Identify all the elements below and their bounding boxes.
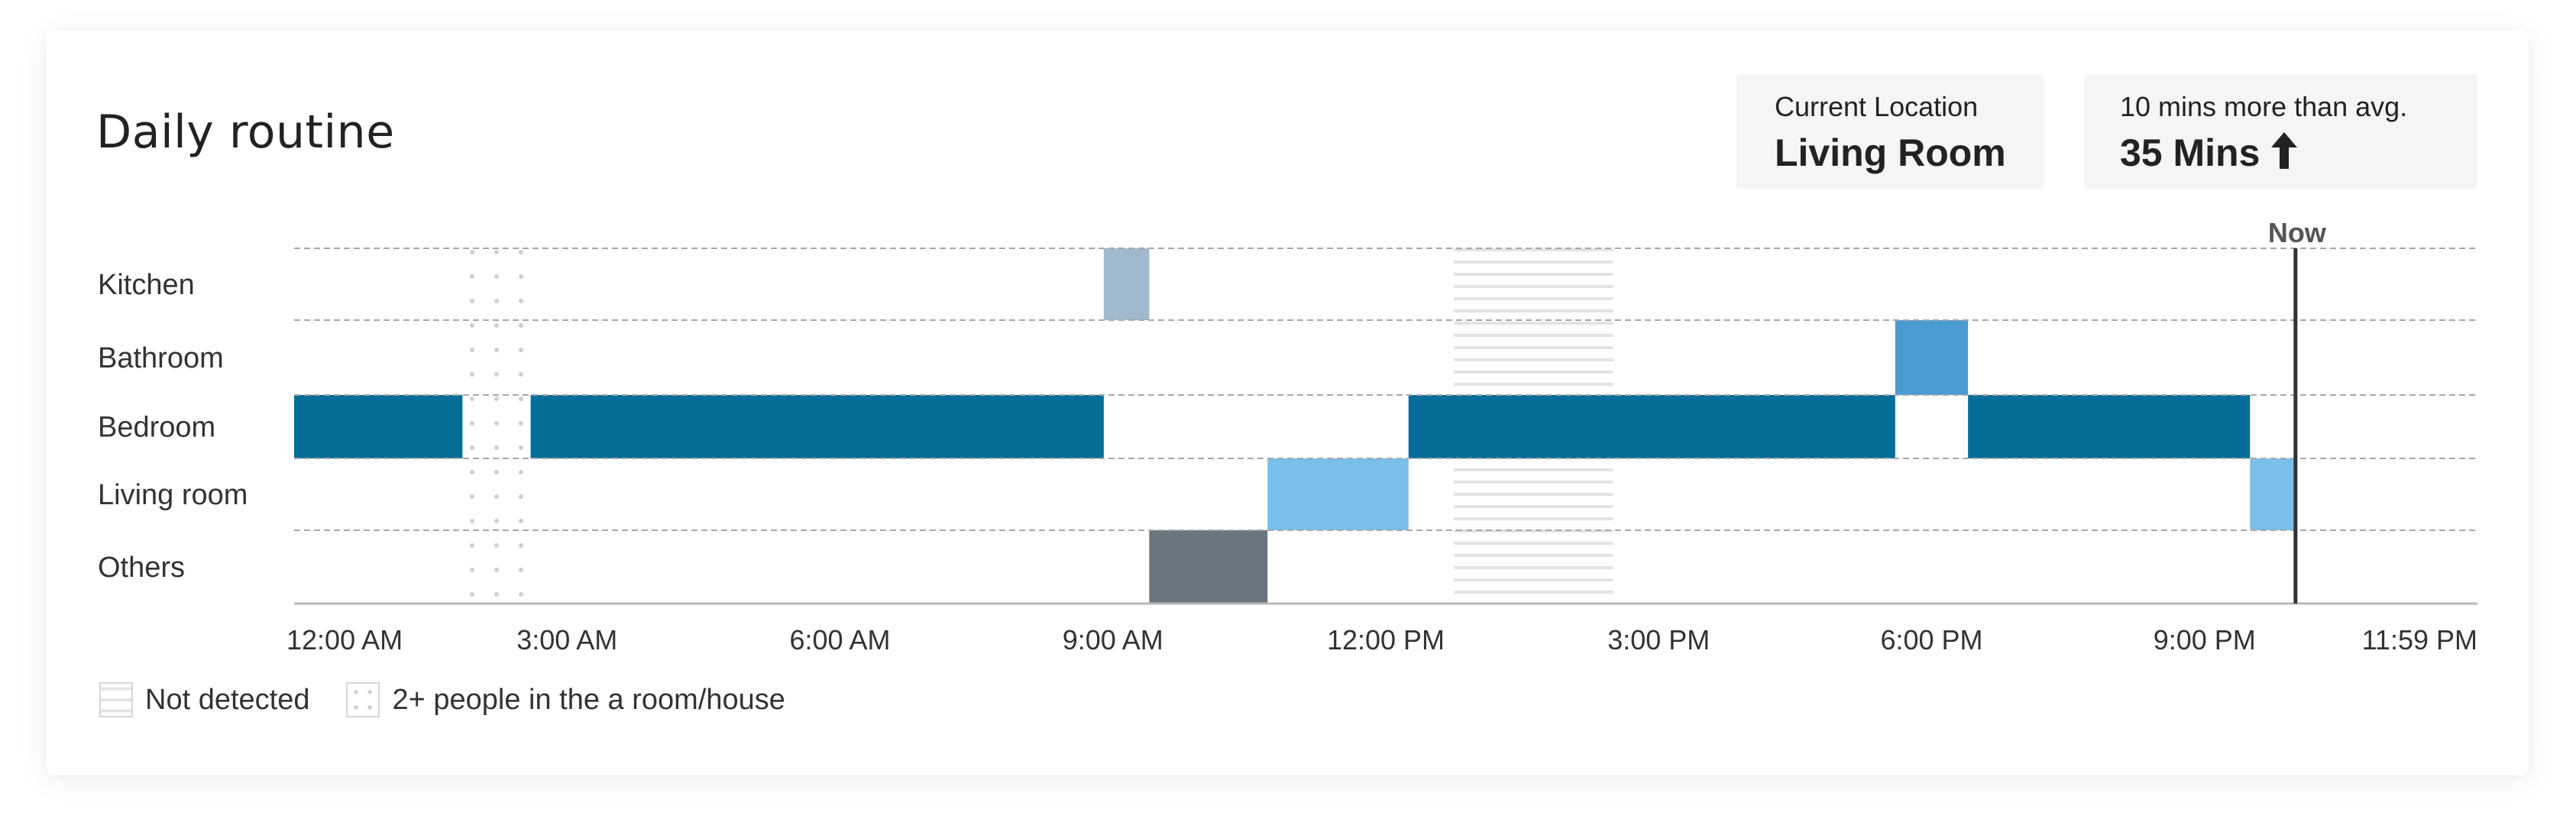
x-tick-label: 9:00 AM	[1063, 624, 1163, 656]
segment-bedroom	[530, 395, 1104, 458]
segment-bedroom	[294, 395, 463, 458]
duration-label: 10 mins more than avg.	[2120, 91, 2408, 122]
x-tick-label: 12:00 PM	[1327, 624, 1445, 656]
legend-item-multiple-people: 2+ people in the a room/house	[346, 682, 785, 717]
legend-label-not-detected: Not detected	[145, 683, 310, 716]
current-location-value: Living Room	[1775, 131, 2006, 174]
chart-title: Daily routine	[96, 105, 395, 159]
x-tick-label: 11:59 PM	[2362, 624, 2477, 656]
multiple-people-region	[462, 248, 531, 604]
x-tick-label: 6:00 AM	[789, 624, 890, 656]
segment-bedroom	[1968, 395, 2251, 458]
x-tick-label: 12:00 AM	[286, 624, 403, 656]
segment-living-room	[2250, 458, 2296, 530]
segment-kitchen	[1103, 248, 1150, 320]
row-label: Others	[98, 552, 185, 584]
current-location-box: Current Location Living Room	[1736, 74, 2044, 189]
duration-box: 10 mins more than avg. 35 Mins	[2084, 74, 2477, 189]
duration-value-line: 35 Mins	[2120, 129, 2299, 176]
segment-living-room	[1267, 458, 1409, 530]
x-tick-label: 6:00 PM	[1880, 624, 1982, 656]
x-tick-label: 3:00 PM	[1607, 624, 1710, 656]
segment-bathroom	[1895, 320, 1969, 395]
x-tick-label: 3:00 AM	[516, 624, 617, 656]
segment-bedroom	[1408, 395, 1895, 458]
legend-label-multiple-people: 2+ people in the a room/house	[392, 683, 785, 716]
x-tick-label: 9:00 PM	[2154, 624, 2256, 656]
chart-legend: Not detected 2+ people in the a room/hou…	[99, 682, 822, 717]
row-label: Bedroom	[98, 412, 215, 444]
duration-value: 35 Mins	[2120, 131, 2260, 174]
now-label: Now	[2268, 217, 2327, 248]
not-detected-swatch-icon	[99, 682, 133, 717]
segment-others	[1149, 530, 1268, 604]
row-label: Bathroom	[98, 342, 224, 374]
row-label: Kitchen	[98, 269, 195, 301]
legend-item-not-detected: Not detected	[99, 682, 309, 717]
current-location-label: Current Location	[1775, 91, 1979, 122]
row-label: Living room	[98, 479, 248, 511]
multiple-people-swatch-icon	[346, 682, 380, 717]
arrow-up-icon	[2271, 132, 2298, 169]
